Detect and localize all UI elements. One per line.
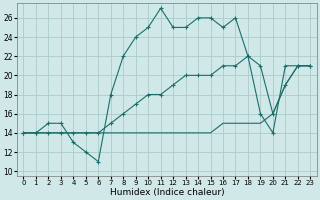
X-axis label: Humidex (Indice chaleur): Humidex (Indice chaleur): [109, 188, 224, 197]
